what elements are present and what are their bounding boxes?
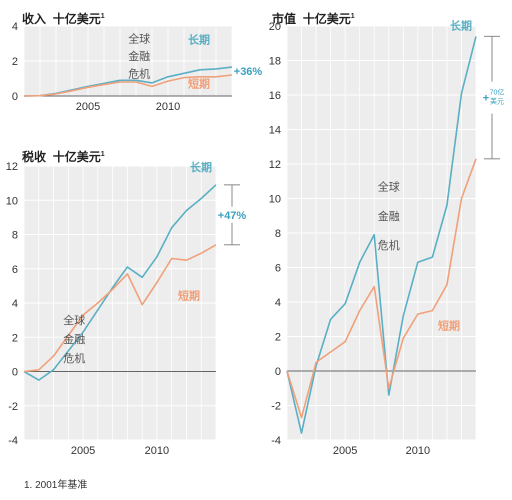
y-tick-label: 12 [6, 161, 18, 173]
series-line [286, 158, 477, 419]
annotation-label: 全球 [378, 179, 400, 193]
annotation-label: 全球 [63, 313, 85, 327]
bracket-label: + [483, 93, 489, 105]
annotation-label: 金融 [63, 332, 85, 346]
series-label: 长期 [450, 18, 472, 32]
y-tick-label: 10 [269, 194, 281, 206]
y-tick-label: 6 [12, 264, 18, 276]
bracket-label-bg [232, 63, 264, 80]
bracket-label-bg [480, 81, 504, 114]
y-tick-label: 4 [12, 298, 18, 310]
annotation-label: 危机 [63, 351, 85, 365]
y-tick-label: 10 [6, 195, 18, 207]
y-tick-label: 20 [269, 21, 281, 33]
y-tick-label: -2 [271, 401, 281, 413]
series-line [23, 244, 217, 373]
y-tick-label: 14 [269, 125, 281, 137]
annotation-label: 危机 [128, 66, 150, 80]
gap-bracket: +47% [216, 184, 248, 246]
x-tick-label: 2005 [76, 101, 100, 113]
y-tick-label: -4 [271, 435, 281, 447]
x-tick-label: 2010 [406, 445, 430, 457]
bracket-label: 70亿 [490, 88, 505, 97]
x-tick-label: 2010 [145, 445, 169, 457]
annotation-label: 金融 [378, 209, 400, 223]
y-tick-label: 0 [12, 91, 18, 103]
panel-title-tax: 税收 十亿美元1 [22, 150, 105, 164]
y-tick-label: 12 [269, 159, 281, 171]
series-label: 短期 [188, 76, 210, 90]
series-line [23, 184, 217, 381]
y-tick-label: 8 [275, 228, 281, 240]
y-tick-label: 2 [12, 332, 18, 344]
y-tick-label: 2 [275, 332, 281, 344]
panel-title-market-value: 市值 十亿美元1 [272, 12, 355, 26]
y-tick-label: 4 [12, 21, 18, 33]
series-line [23, 74, 233, 97]
x-tick-label: 2005 [71, 445, 95, 457]
series-line [286, 36, 477, 434]
annotation-label: 危机 [378, 238, 400, 252]
y-tick-label: 6 [275, 263, 281, 275]
y-tick-label: -2 [8, 401, 18, 413]
bracket-label: +47% [218, 210, 247, 222]
footnote: 1. 2001年基准 [24, 480, 88, 491]
bracket-label: 美元 [490, 97, 504, 106]
series-label: 短期 [438, 319, 460, 333]
annotation-label: 全球 [128, 31, 150, 45]
y-tick-label: 0 [275, 366, 281, 378]
panel-title-revenue: 收入 十亿美元1 [22, 12, 105, 26]
y-tick-label: 0 [12, 367, 18, 379]
annotation-label: 金融 [128, 49, 150, 63]
series-label: 短期 [178, 289, 200, 303]
y-tick-label: 4 [275, 297, 281, 309]
x-tick-label: 2005 [333, 445, 357, 457]
y-tick-label: 2 [12, 56, 18, 68]
y-tick-label: 8 [12, 230, 18, 242]
y-tick-label: 16 [269, 90, 281, 102]
y-tick-label: -4 [8, 435, 18, 447]
x-tick-label: 2010 [156, 101, 180, 113]
series-label: 长期 [190, 160, 212, 174]
gap-bracket: +36% [232, 63, 264, 80]
bracket-label-bg [216, 206, 248, 223]
series-label: 长期 [188, 33, 210, 47]
bracket-label: +36% [234, 66, 263, 78]
y-tick-label: 18 [269, 56, 281, 68]
